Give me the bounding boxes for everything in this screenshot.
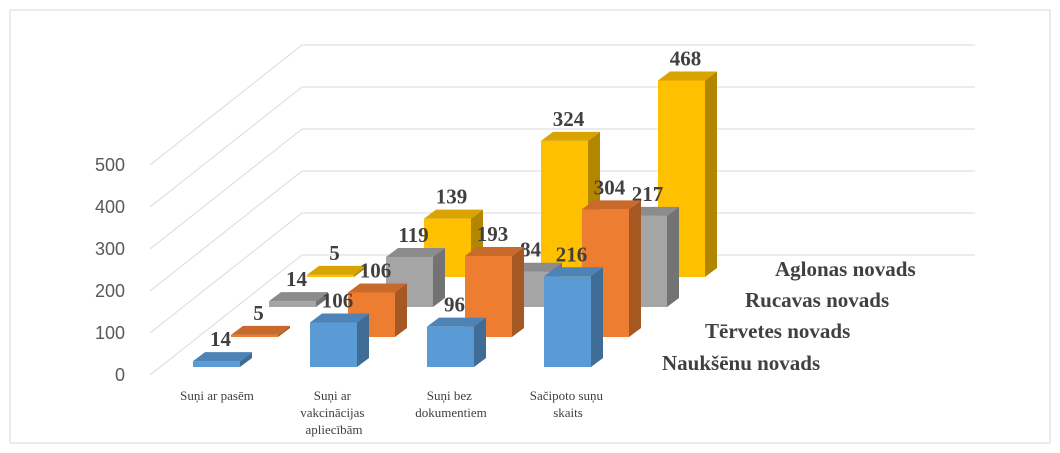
y-tick-label: 400 <box>95 197 125 217</box>
bar-side <box>591 267 603 367</box>
x-tick-label: Suņi bez dokumentiem <box>415 388 487 420</box>
bar <box>231 325 290 337</box>
grid-line <box>149 254 975 376</box>
bar-side <box>629 200 641 337</box>
bar-front <box>193 361 240 367</box>
bar-side <box>395 283 407 337</box>
bar-side <box>240 352 252 367</box>
bar-side <box>316 292 328 307</box>
x-tick-label: Suņi ar vakcinācijas apliecībām <box>300 388 368 437</box>
bar-top <box>193 352 252 362</box>
grid-line <box>149 128 975 250</box>
data-label: 5 <box>329 241 340 265</box>
y-tick-label: 100 <box>95 323 125 343</box>
data-label: 216 <box>556 242 588 266</box>
bar-top <box>658 71 717 81</box>
grid-line <box>149 212 975 334</box>
bar-front <box>231 334 278 337</box>
bar-front <box>307 274 354 277</box>
bar-front <box>541 140 588 277</box>
chart-frame <box>9 9 1051 444</box>
bar-top <box>310 313 369 323</box>
bar-side <box>705 71 717 277</box>
series-label: Tērvetes novads <box>705 319 850 343</box>
bar-top <box>269 292 328 302</box>
bar-top <box>307 265 366 275</box>
y-tick-label: 500 <box>95 155 125 175</box>
bar-side <box>512 246 524 337</box>
bar-top <box>427 317 486 327</box>
data-label: 304 <box>594 175 626 199</box>
bar-front <box>269 301 316 307</box>
bar-side <box>667 206 679 307</box>
series-label: Aglonas novads <box>775 257 916 281</box>
bar <box>269 292 328 307</box>
data-label: 84 <box>520 238 542 262</box>
bar-top <box>465 246 524 256</box>
bar-side <box>354 265 366 277</box>
bar-top <box>544 267 603 277</box>
y-tick-label: 0 <box>115 365 125 385</box>
data-label: 119 <box>398 223 428 247</box>
data-label: 106 <box>322 288 354 312</box>
data-label: 193 <box>477 222 509 246</box>
bar-front <box>544 276 591 367</box>
data-label: 5 <box>253 301 264 325</box>
bar <box>427 317 486 367</box>
bar-side <box>474 317 486 367</box>
data-label: 106 <box>360 258 392 282</box>
data-label: 324 <box>553 107 585 131</box>
y-tick-label: 300 <box>95 239 125 259</box>
data-label: 96 <box>444 293 465 317</box>
bar-top <box>541 131 600 141</box>
bar <box>310 313 369 367</box>
bar <box>658 71 717 277</box>
series-label: Rucavas novads <box>745 288 889 312</box>
bar <box>193 352 252 367</box>
bar-top <box>424 209 483 219</box>
data-label: 14 <box>286 267 308 291</box>
bar-side <box>357 313 369 367</box>
data-label: 139 <box>436 185 468 209</box>
bar-top <box>348 283 407 293</box>
series-label: Naukšēnu novads <box>662 351 820 375</box>
y-tick-label: 200 <box>95 281 125 301</box>
grid-line <box>149 44 975 166</box>
data-label: 14 <box>210 327 232 351</box>
x-tick-label: Sačipoto suņu skaits <box>530 388 607 420</box>
data-label: 468 <box>670 46 702 70</box>
bar-side <box>433 248 445 307</box>
x-tick-label: Suņi ar pasēm <box>180 388 254 403</box>
bar-front <box>427 326 474 367</box>
bar <box>307 265 366 277</box>
bar <box>386 248 445 307</box>
bar-top <box>231 325 290 335</box>
grid-line <box>149 170 975 292</box>
bar <box>544 267 603 367</box>
bar-top <box>386 248 445 258</box>
bar-top <box>582 200 641 210</box>
grid-line <box>149 86 975 208</box>
bar-front <box>310 322 357 367</box>
bar-side <box>278 325 290 337</box>
